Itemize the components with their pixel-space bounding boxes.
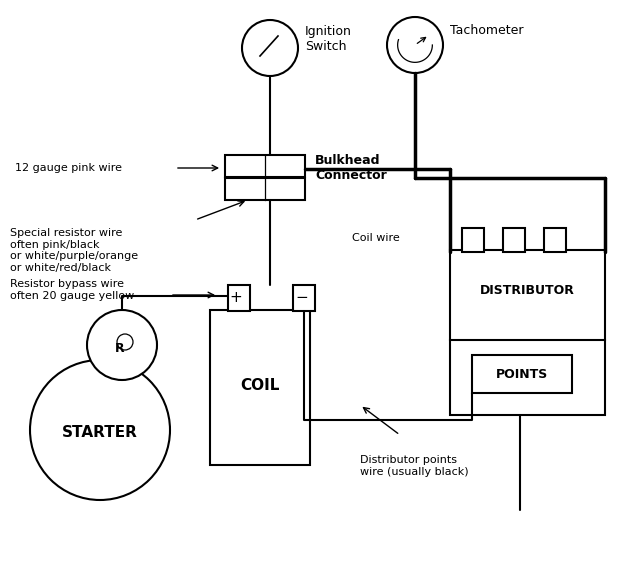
Text: Ignition
Switch: Ignition Switch [305, 25, 352, 53]
Text: Bulkhead
Connector: Bulkhead Connector [315, 154, 387, 182]
Text: Coil wire: Coil wire [352, 233, 400, 243]
Circle shape [387, 17, 443, 73]
Bar [225, 155, 305, 177]
Text: Distributor points
wire (usually black): Distributor points wire (usually black) [360, 455, 469, 477]
Bar [544, 228, 566, 252]
Text: +: + [230, 290, 242, 304]
Bar [450, 250, 605, 415]
Text: −: − [296, 290, 308, 304]
Bar [472, 355, 572, 393]
Text: DISTRIBUTOR: DISTRIBUTOR [480, 283, 574, 296]
Text: COIL: COIL [240, 377, 280, 393]
Text: R: R [115, 341, 125, 354]
Circle shape [117, 334, 133, 350]
Text: Special resistor wire
often pink/black
or white/purple/orange
or white/red/black: Special resistor wire often pink/black o… [10, 228, 138, 273]
Text: Resistor bypass wire
often 20 gauge yellow: Resistor bypass wire often 20 gauge yell… [10, 279, 134, 301]
Text: Tachometer: Tachometer [450, 23, 523, 36]
Text: STARTER: STARTER [62, 424, 138, 439]
Bar [503, 228, 525, 252]
Bar [462, 228, 484, 252]
Bar [210, 310, 310, 465]
Bar [293, 285, 315, 311]
Bar [225, 178, 305, 200]
Bar [228, 285, 250, 311]
Text: POINTS: POINTS [496, 368, 548, 381]
Circle shape [87, 310, 157, 380]
Circle shape [30, 360, 170, 500]
Circle shape [242, 20, 298, 76]
Text: 12 gauge pink wire: 12 gauge pink wire [15, 163, 122, 173]
